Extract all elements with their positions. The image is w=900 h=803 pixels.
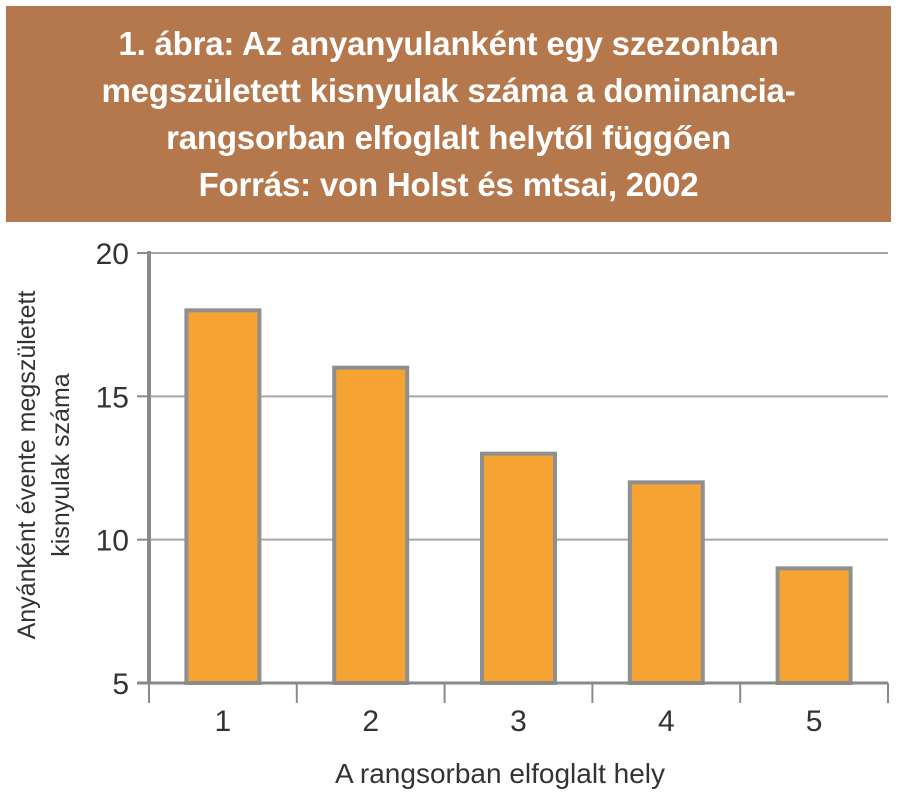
y-axis-label-line-1: Anyánként évente megszületett	[13, 291, 41, 640]
y-tick-label: 20	[96, 238, 129, 271]
y-tick-label: 10	[96, 525, 129, 558]
x-tick-label: 4	[658, 705, 675, 738]
chart-title-line-1: 1. ábra: Az anyanyulanként egy szezonban	[118, 25, 779, 62]
bar-1	[184, 308, 262, 685]
bar-2	[332, 365, 410, 685]
bars	[184, 308, 853, 686]
bar-3	[480, 451, 557, 685]
chart-title-line-2: megszületett kisnyulak száma a dominanci…	[101, 72, 796, 109]
chart-title-box: 1. ábra: Az anyanyulanként egy szezonban…	[6, 6, 891, 222]
y-tick-label: 15	[96, 381, 129, 414]
chart-title-line-3: rangsorban elfoglalt helytől függően	[166, 119, 731, 156]
y-axis-label-line-2: kisnyulak száma	[47, 373, 75, 556]
y-axis-label: Anyánként évente megszületett kisnyulak …	[13, 291, 75, 640]
tick-labels: 5 10 15 20 1 2 3 4 5	[96, 238, 823, 738]
chart-title-line-4: Forrás: von Holst és mtsai, 2002	[198, 166, 699, 203]
x-tick-label: 5	[806, 705, 823, 738]
x-axis-label: A rangsorban elfoglalt hely	[335, 758, 665, 789]
x-tick-label: 1	[215, 705, 232, 738]
bar-5	[775, 566, 853, 685]
axes	[137, 251, 889, 703]
x-tick-label: 3	[510, 705, 527, 738]
x-tick-label: 2	[362, 705, 379, 738]
y-tick-label: 5	[112, 668, 129, 701]
bar-4	[627, 480, 705, 686]
